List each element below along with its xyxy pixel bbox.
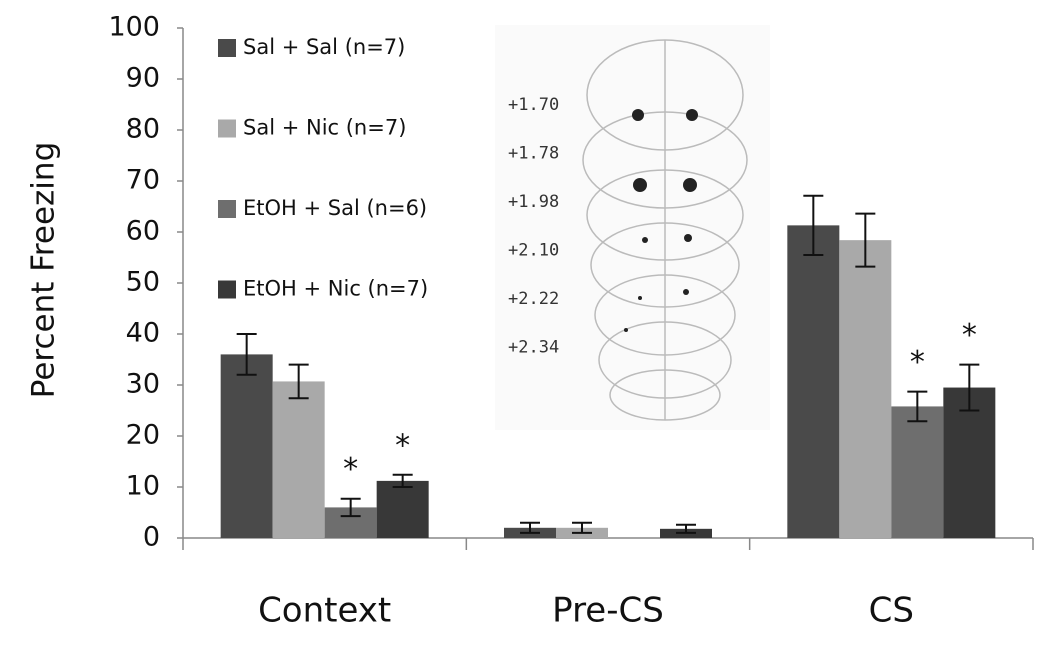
x-tick-label: CS <box>869 591 914 631</box>
error-bar <box>520 521 540 534</box>
inset-label: +2.34 <box>508 338 559 358</box>
y-tick-label: 90 <box>126 63 160 94</box>
x-tick-label: Pre-CS <box>552 591 664 631</box>
legend-label: EtOH + Nic (n=7) <box>243 277 428 301</box>
x-tick-label: Context <box>258 591 391 631</box>
y-tick-label: 60 <box>126 216 160 247</box>
error-bar <box>676 523 696 534</box>
y-tick-label: 70 <box>126 165 160 196</box>
significance-marker: * <box>910 345 925 380</box>
y-tick-label: 100 <box>108 12 160 43</box>
error-bar <box>959 363 980 412</box>
inset-label: +1.78 <box>508 144 559 164</box>
error-bar <box>288 363 309 400</box>
legend-swatch <box>218 39 236 57</box>
error-bar <box>236 333 257 376</box>
error-bar <box>572 521 592 534</box>
legend-swatch <box>218 280 236 299</box>
y-axis-title: Percent Freezing <box>26 142 62 399</box>
inset-figure <box>495 25 770 430</box>
y-tick-label: 20 <box>126 420 160 451</box>
bar <box>891 406 944 538</box>
inset-label: +1.70 <box>508 95 559 115</box>
inset-label: +1.98 <box>508 192 559 212</box>
error-bar <box>855 212 876 268</box>
legend-label: Sal + Nic (n=7) <box>243 116 406 140</box>
y-tick-label: 10 <box>126 471 160 502</box>
error-bar <box>907 390 928 423</box>
inset-label: +2.10 <box>508 241 559 261</box>
error-bar <box>803 194 824 256</box>
legend-swatch <box>218 200 236 218</box>
bar <box>943 387 996 538</box>
bar <box>376 480 429 538</box>
bar <box>839 240 892 538</box>
legend-label: EtOH + Sal (n=6) <box>243 196 427 220</box>
bar <box>272 381 325 538</box>
legend-swatch <box>218 119 236 138</box>
legend-label: Sal + Sal (n=7) <box>243 35 405 59</box>
bar <box>220 354 273 538</box>
y-tick-label: 40 <box>126 318 160 349</box>
significance-marker: * <box>962 318 977 353</box>
bar <box>787 225 840 538</box>
error-bar <box>340 497 361 518</box>
y-tick-label: 80 <box>126 114 160 145</box>
significance-marker: * <box>395 428 410 463</box>
y-tick-label: 30 <box>126 369 160 400</box>
y-tick-label: 0 <box>143 522 160 553</box>
inset-label: +2.22 <box>508 289 559 309</box>
significance-marker: * <box>343 452 358 487</box>
y-tick-label: 50 <box>126 267 160 298</box>
error-bar <box>392 473 413 488</box>
